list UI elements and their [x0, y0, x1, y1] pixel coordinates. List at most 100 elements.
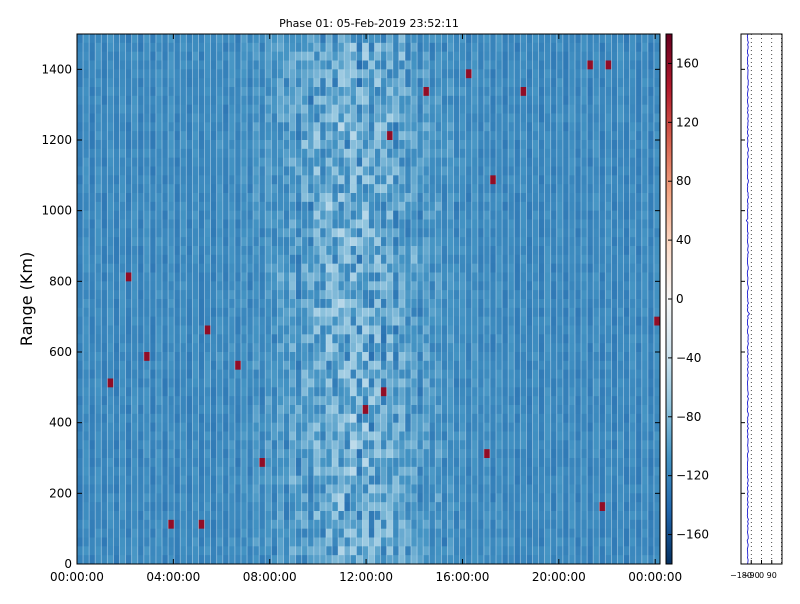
heatmap-cell [508, 148, 515, 158]
heatmap-cell [125, 95, 132, 105]
heatmap-cell [356, 263, 363, 273]
heatmap-cell [550, 193, 558, 203]
heatmap-cell [222, 299, 230, 309]
heatmap-cell [137, 228, 145, 238]
heatmap-cell [344, 51, 351, 61]
heatmap-cell [526, 254, 533, 264]
heatmap-cell [344, 352, 351, 362]
heatmap-cell [562, 166, 570, 176]
heatmap-cell [240, 78, 248, 88]
heatmap-cell [192, 440, 199, 450]
heatmap-cell [386, 175, 394, 185]
heatmap-cell [459, 352, 466, 362]
heatmap-cell [435, 95, 442, 105]
heatmap-cell [417, 511, 424, 521]
heatmap-cell [417, 122, 424, 132]
heatmap-cell [319, 272, 327, 282]
heatmap-cell [465, 511, 473, 521]
heatmap-cell [538, 281, 545, 291]
heatmap-cell [362, 369, 369, 379]
heatmap-cell [234, 458, 242, 468]
heatmap-cell [119, 519, 126, 529]
heatmap-cell [168, 360, 175, 370]
heatmap-cell [168, 555, 175, 564]
heatmap-cell [198, 184, 205, 194]
heatmap-cell [101, 184, 108, 194]
heatmap-cell [447, 131, 454, 141]
heatmap-cell [289, 175, 296, 185]
heatmap-cell [356, 148, 363, 158]
heatmap-cell [186, 157, 193, 167]
heatmap-cell [271, 210, 278, 220]
heatmap-cell [125, 184, 132, 194]
heatmap-cell [228, 449, 236, 459]
heatmap-cell [253, 60, 260, 70]
heatmap-cell [435, 528, 442, 538]
heatmap-cell [520, 148, 527, 158]
heatmap-cell [247, 219, 254, 229]
heatmap-cell [502, 201, 509, 211]
heatmap-cell [398, 210, 406, 220]
heatmap-cell [95, 157, 102, 167]
heatmap-cell [526, 246, 533, 256]
heatmap-cell [386, 157, 394, 167]
heatmap-cell [374, 60, 381, 70]
heatmap-cell [307, 34, 315, 44]
heatmap-cell [155, 555, 163, 564]
heatmap-cell [277, 387, 284, 397]
heatmap-cell [477, 352, 485, 362]
heatmap-cell [447, 104, 454, 114]
heatmap-cell [95, 343, 102, 353]
heatmap-cell [356, 555, 363, 564]
heatmap-cell [259, 122, 266, 132]
heatmap-cell [77, 537, 84, 547]
heatmap-cell [526, 95, 533, 105]
heatmap-cell [562, 219, 570, 229]
heatmap-cell [332, 193, 339, 203]
heatmap-cell [204, 458, 211, 468]
heatmap-cell [119, 343, 126, 353]
heatmap-cell [350, 387, 357, 397]
heatmap-cell [332, 281, 339, 291]
heatmap-cell [113, 546, 120, 556]
heatmap-cell [283, 519, 290, 529]
heatmap-cell [89, 78, 96, 88]
heatmap-cell [107, 396, 114, 406]
heatmap-cell [404, 148, 412, 158]
heatmap-cell [228, 175, 236, 185]
heatmap-cell [465, 387, 473, 397]
heatmap-cell [447, 148, 454, 158]
heatmap-cell [459, 449, 466, 459]
heatmap-cell [113, 131, 120, 141]
heatmap-cell [496, 511, 503, 521]
heatmap-cell [526, 210, 533, 220]
heatmap-cell [210, 60, 217, 70]
heatmap-cell [155, 254, 163, 264]
heatmap-cell [441, 95, 448, 105]
heatmap-cell [155, 352, 163, 362]
heatmap-cell [265, 546, 272, 556]
heatmap-cell [489, 42, 497, 52]
heatmap-cell [514, 246, 521, 256]
heatmap-cell [356, 228, 363, 238]
heatmap-cell [574, 405, 582, 415]
heatmap-cell [520, 431, 527, 441]
heatmap-cell [95, 396, 102, 406]
heatmap-cell [155, 184, 163, 194]
heatmap-cell [471, 193, 479, 203]
heatmap-cell [137, 466, 145, 476]
heatmap-cell [174, 360, 181, 370]
heatmap-cell [344, 246, 351, 256]
heatmap-cell [180, 210, 187, 220]
heatmap-cell [502, 343, 509, 353]
heatmap-cell [483, 299, 491, 309]
heatmap-cell [210, 201, 217, 211]
heatmap-cell [574, 519, 582, 529]
heatmap-cell [77, 334, 84, 344]
heatmap-cell [544, 166, 551, 176]
heatmap-cell [192, 175, 199, 185]
heatmap-cell [204, 254, 211, 264]
heatmap-cell [423, 413, 430, 423]
heatmap-cell [568, 263, 576, 273]
heatmap-cell [204, 219, 211, 229]
